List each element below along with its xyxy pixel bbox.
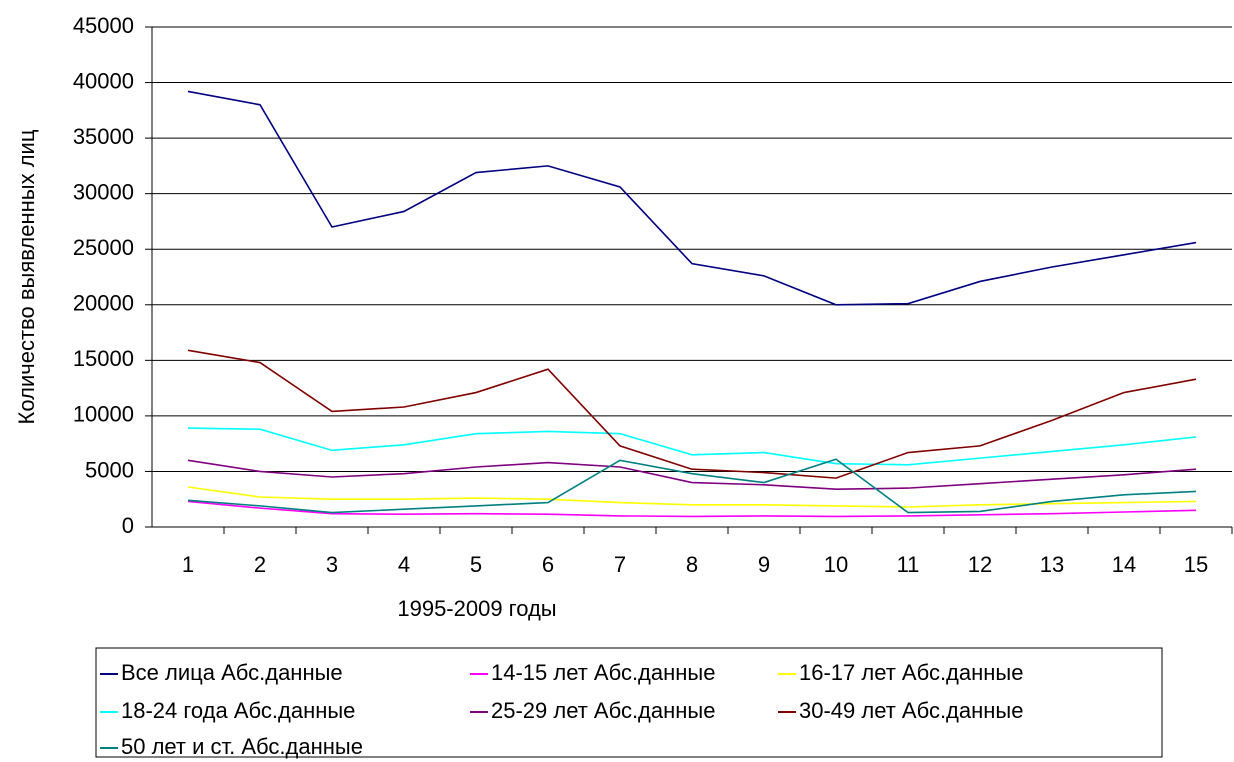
x-tick-label: 9 [758, 552, 770, 577]
x-tick-label: 11 [897, 552, 920, 577]
x-tick-label: 3 [326, 552, 338, 577]
series-line [187, 486, 1197, 508]
x-tick-label: 6 [542, 552, 554, 577]
x-tick-label: 12 [968, 552, 992, 577]
series-line [187, 459, 1197, 491]
legend-label: 50 лет и ст. Абс.данные [121, 734, 363, 759]
legend-label: 14-15 лет Абс.данные [491, 660, 715, 685]
legend-label: 18-24 года Абс.данные [121, 698, 355, 723]
x-tick-label: 2 [254, 552, 266, 577]
legend-label: 25-29 лет Абс.данные [491, 698, 715, 723]
legend-label: 16-17 лет Абс.данные [799, 660, 1023, 685]
x-tick-label: 7 [614, 552, 626, 577]
y-tick-label: 40000 [73, 68, 134, 93]
x-tick-label: 15 [1184, 552, 1208, 577]
y-axis-title: Количество выявленных лиц [14, 129, 39, 424]
x-axis-title: 1995-2009 годы [397, 596, 556, 621]
series-line [187, 349, 1197, 479]
x-tick-label: 13 [1040, 552, 1064, 577]
y-tick-label: 10000 [73, 402, 134, 427]
x-tick-label: 1 [182, 552, 194, 577]
legend-label: 30-49 лет Абс.данные [799, 698, 1023, 723]
x-tick-label: 8 [686, 552, 698, 577]
y-tick-label: 0 [122, 513, 134, 538]
y-tick-label: 30000 [73, 179, 134, 204]
series-line [187, 500, 1197, 518]
y-tick-label: 20000 [73, 291, 134, 316]
series-line [187, 458, 1197, 514]
legend-label: Все лица Абс.данные [121, 660, 343, 685]
y-tick-label: 15000 [73, 346, 134, 371]
x-tick-label: 5 [470, 552, 482, 577]
x-tick-label: 10 [824, 552, 848, 577]
y-tick-label: 35000 [73, 124, 134, 149]
series-line [187, 90, 1197, 306]
series-line [187, 427, 1197, 466]
y-tick-label: 45000 [73, 13, 134, 38]
x-tick-label: 14 [1112, 552, 1136, 577]
x-tick-label: 4 [398, 552, 410, 577]
y-tick-label: 25000 [73, 235, 134, 260]
y-tick-label: 5000 [85, 457, 134, 482]
legend-box [95, 647, 1163, 758]
